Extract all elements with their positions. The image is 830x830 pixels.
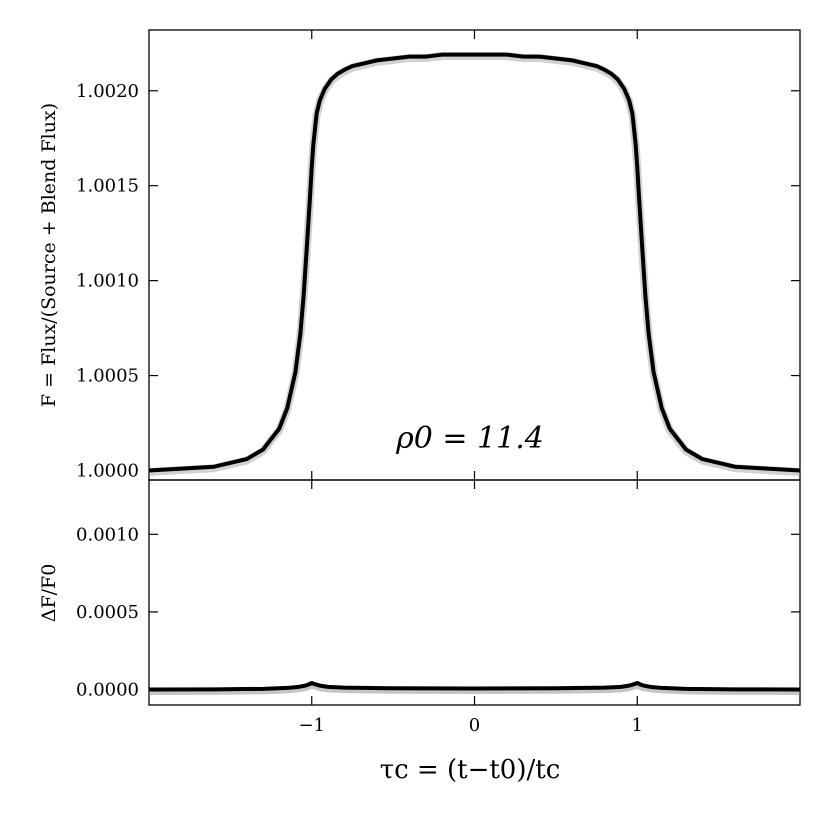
bottom-ytick-label: 0.0005 xyxy=(76,602,139,623)
xlabel: τc = (t−t0)/tc xyxy=(380,755,561,785)
top-ytick-label: 1.0005 xyxy=(76,366,139,387)
bottom-xtick-label: 1 xyxy=(632,715,643,736)
top-ytick-label: 1.0020 xyxy=(76,81,139,102)
top-panel-ticks: 1.0000 1.0005 1.0010 1.0015 1.0020 xyxy=(76,30,800,482)
bottom-panel-ticks: 0.0000 0.0005 0.0010 −1 0 1 xyxy=(76,480,800,736)
top-series-line xyxy=(148,52,801,473)
bottom-ytick-label: 0.0010 xyxy=(76,524,139,545)
top-ytick-label: 1.0015 xyxy=(76,176,139,197)
bottom-panel-frame xyxy=(148,479,801,706)
top-ylabel: F = Flux/(Source + Blend Flux) xyxy=(38,103,60,407)
bottom-ylabel: ΔF/F0 xyxy=(38,564,60,623)
rho-annotation: ρ0 = 11.4 xyxy=(395,421,544,456)
top-ytick-label: 1.0010 xyxy=(76,271,139,292)
top-ytick-label: 1.0000 xyxy=(76,461,139,482)
bottom-ytick-label: 0.0000 xyxy=(76,679,139,700)
top-series-band xyxy=(148,52,801,477)
bottom-series-line xyxy=(148,680,801,692)
top-panel-frame xyxy=(148,29,801,481)
bottom-xtick-label: 0 xyxy=(469,715,480,736)
bottom-xtick-label: −1 xyxy=(298,715,325,736)
